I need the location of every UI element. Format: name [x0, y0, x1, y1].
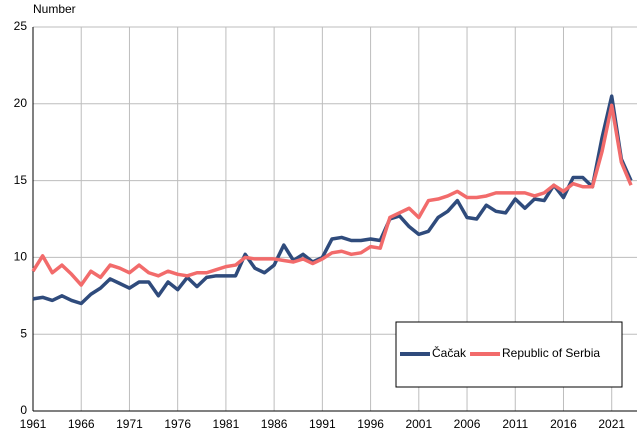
- x-tick-label: 2006: [454, 417, 481, 431]
- legend-box: [395, 321, 623, 388]
- x-tick-label: 1996: [357, 417, 384, 431]
- y-axis-label: Number: [33, 2, 76, 16]
- y-tick-label: 0: [20, 403, 27, 417]
- x-tick-label: 2011: [502, 417, 528, 431]
- x-tick-label: 2001: [405, 417, 432, 431]
- x-tick-label: 2021: [598, 417, 625, 431]
- x-tick-label: 1981: [213, 417, 240, 431]
- legend-label: Čačak: [432, 345, 467, 360]
- legend-label: Republic of Serbia: [502, 346, 600, 360]
- x-tick-label: 1971: [116, 417, 143, 431]
- y-tick-label: 5: [20, 326, 27, 340]
- legend: Čačak Republic of Serbia: [395, 321, 623, 388]
- x-tick-label: 2016: [550, 417, 577, 431]
- x-tick-label: 1961: [20, 417, 47, 431]
- x-tick-label: 1966: [68, 417, 95, 431]
- series-line: [32, 94, 633, 306]
- series-line: [31, 103, 633, 287]
- x-tick-label: 1991: [309, 417, 336, 431]
- y-tick-label: 10: [14, 250, 28, 264]
- x-tick-label: 1986: [261, 417, 288, 431]
- y-tick-label: 15: [14, 173, 28, 187]
- x-tick-label: 1976: [164, 417, 191, 431]
- y-tick-label: 25: [14, 19, 28, 33]
- y-tick-label: 20: [14, 96, 28, 110]
